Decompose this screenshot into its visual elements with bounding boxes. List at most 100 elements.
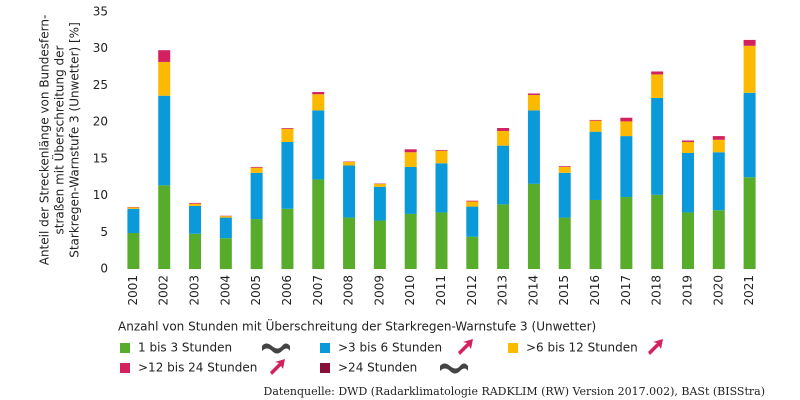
x-tick-label: 2021 bbox=[742, 275, 756, 306]
x-tick-label: 2011 bbox=[434, 275, 448, 306]
bar-segment bbox=[681, 140, 694, 142]
bar-segment bbox=[497, 130, 510, 146]
bar-segment bbox=[527, 93, 540, 95]
legend-swatch bbox=[120, 363, 130, 373]
legend-label: >24 Stunden bbox=[338, 361, 417, 375]
x-tick-label: 2014 bbox=[526, 275, 540, 306]
bar-segment bbox=[558, 172, 571, 218]
trend-icon-up bbox=[648, 339, 663, 355]
bar-segment bbox=[620, 197, 633, 269]
bar-segment bbox=[620, 136, 633, 198]
legend-label: 1 bis 3 Stunden bbox=[138, 341, 232, 355]
bar-segment bbox=[435, 150, 448, 164]
y-axis-title: Anteil der Streckenlänge von Bundesfern-… bbox=[38, 15, 82, 266]
bar-segment bbox=[312, 94, 325, 111]
bar-segment bbox=[743, 177, 756, 269]
x-tick-label: 2008 bbox=[342, 275, 356, 306]
bar-segment bbox=[343, 165, 356, 218]
bar-segment bbox=[651, 71, 664, 75]
bar-segment bbox=[466, 236, 479, 269]
bar-segment bbox=[281, 141, 294, 209]
y-tick-label: 0 bbox=[100, 262, 108, 276]
x-tick-label: 2010 bbox=[403, 275, 417, 306]
bar-segment bbox=[373, 220, 386, 269]
bar-segment bbox=[219, 238, 232, 269]
bar-segment bbox=[158, 61, 171, 96]
x-tick-label: 2009 bbox=[372, 275, 386, 306]
bar-segment bbox=[281, 128, 294, 129]
bar-segment bbox=[681, 152, 694, 213]
x-tick-label: 2004 bbox=[218, 275, 232, 306]
x-tick-label: 2018 bbox=[650, 275, 664, 306]
bar-segment bbox=[404, 166, 417, 214]
bar-segment bbox=[250, 167, 263, 173]
bar-segment bbox=[158, 50, 171, 62]
x-tick-label: 2012 bbox=[465, 275, 479, 306]
bar-segment bbox=[250, 166, 263, 168]
x-tick-label: 2020 bbox=[711, 275, 725, 306]
bar-segment bbox=[681, 141, 694, 153]
x-tick-label: 2007 bbox=[311, 275, 325, 306]
bar-segment bbox=[250, 219, 263, 269]
bar-segment bbox=[250, 172, 263, 220]
bar-segment bbox=[527, 110, 540, 184]
trend-icon-none bbox=[262, 343, 290, 354]
bar-segment bbox=[497, 145, 510, 205]
bar-segment bbox=[343, 161, 356, 166]
bar-segment bbox=[589, 119, 602, 121]
bar-segment bbox=[281, 208, 294, 269]
bar-segment bbox=[466, 206, 479, 237]
bar-segment bbox=[712, 210, 725, 269]
trend-icon-up bbox=[270, 359, 285, 375]
bar-segment bbox=[127, 207, 140, 209]
bar-segment bbox=[589, 120, 602, 132]
bar-segment bbox=[189, 203, 202, 206]
bar-segment bbox=[158, 185, 171, 269]
x-tick-label: 2002 bbox=[157, 275, 171, 306]
bar-segment bbox=[281, 128, 294, 142]
y-tick-label: 15 bbox=[93, 151, 108, 165]
bar-segment bbox=[527, 94, 540, 111]
bar-segment bbox=[589, 199, 602, 269]
bar-segment bbox=[404, 149, 417, 153]
y-tick-label: 10 bbox=[93, 188, 108, 202]
bar-segment bbox=[743, 92, 756, 178]
bar-segment bbox=[558, 217, 571, 269]
bar-segment bbox=[373, 186, 386, 221]
legend-label: >3 bis 6 Stunden bbox=[338, 341, 442, 355]
bar-segment bbox=[189, 202, 202, 204]
bar-segment bbox=[620, 121, 633, 137]
x-tick-label: 2003 bbox=[188, 275, 202, 306]
bar-segment bbox=[343, 217, 356, 269]
trend-icon-up bbox=[458, 339, 473, 355]
y-tick-label: 20 bbox=[93, 115, 108, 129]
legend-swatch bbox=[508, 343, 518, 353]
x-tick-label: 2017 bbox=[619, 275, 633, 306]
bar-segment bbox=[743, 39, 756, 46]
bar-segment bbox=[404, 213, 417, 269]
legend-swatch bbox=[320, 343, 330, 353]
bar-segment bbox=[558, 166, 571, 167]
x-tick-label: 2005 bbox=[249, 275, 263, 306]
bar-segment bbox=[219, 216, 232, 218]
bar-segment bbox=[712, 152, 725, 211]
bar-segment bbox=[312, 179, 325, 269]
bar-segment bbox=[712, 139, 725, 153]
bar-segment bbox=[651, 74, 664, 98]
bar-segment bbox=[404, 152, 417, 167]
legend-swatch bbox=[320, 363, 330, 373]
bar-segment bbox=[681, 212, 694, 269]
bar-segment bbox=[312, 110, 325, 180]
bar-segment bbox=[189, 205, 202, 234]
bar-segment bbox=[127, 208, 140, 234]
x-tick-label: 2019 bbox=[680, 275, 694, 306]
bar-segment bbox=[127, 233, 140, 269]
x-tick-label: 2001 bbox=[126, 275, 140, 306]
legend-label: >6 bis 12 Stunden bbox=[526, 341, 638, 355]
bar-segment bbox=[219, 217, 232, 239]
bar-segment bbox=[158, 95, 171, 186]
legend-swatch bbox=[120, 343, 130, 353]
bar-segment bbox=[373, 183, 386, 187]
bar-segment bbox=[712, 136, 725, 140]
